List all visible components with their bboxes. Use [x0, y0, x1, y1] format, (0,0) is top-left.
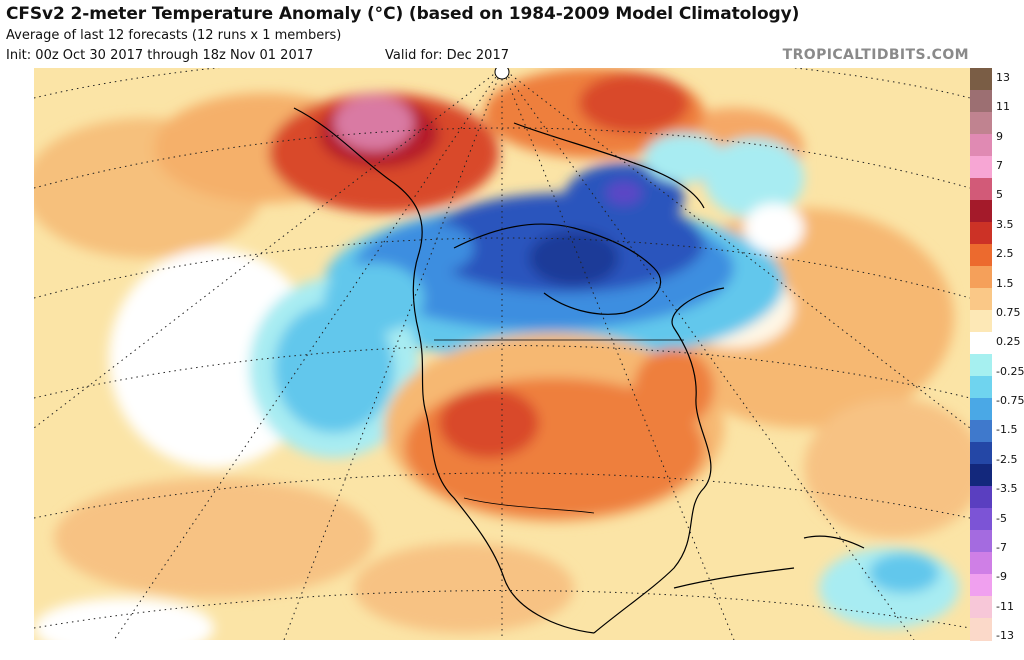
legend-tick-label: 0.25 — [996, 335, 1021, 349]
legend-tick-label: -0.25 — [996, 364, 1024, 378]
legend-swatch — [970, 244, 992, 267]
legend-swatch — [970, 442, 992, 465]
legend-swatch — [970, 68, 992, 91]
legend-swatch — [970, 464, 992, 487]
legend-tick-label: -13 — [996, 629, 1014, 642]
legend-swatch — [970, 178, 992, 201]
legend-swatch — [970, 310, 992, 333]
legend-tick-label: -2.5 — [996, 452, 1018, 466]
legend-swatch — [970, 266, 992, 289]
legend-tick-label: -7 — [996, 540, 1007, 554]
legend-swatch — [970, 112, 992, 135]
legend-swatch — [970, 332, 992, 355]
legend-swatch — [970, 222, 992, 245]
legend-tick-label: 5 — [996, 188, 1003, 202]
coastlines — [293, 107, 865, 634]
legend-swatch — [970, 398, 992, 421]
legend-tick-label: 13 — [996, 71, 1010, 84]
legend-swatch — [970, 552, 992, 575]
legend-swatch — [970, 486, 992, 509]
init-time: Init: 00z Oct 30 2017 through 18z Nov 01… — [6, 48, 314, 63]
color-legend: 13 11 9 7 5 3.5 2.5 1.5 0.75 0.25 -0.25 -0.75 -1.5 -2… — [970, 68, 1024, 642]
legend-tick-label: -3.5 — [996, 482, 1018, 496]
legend-swatch — [970, 508, 992, 531]
legend-swatch — [970, 376, 992, 399]
header: CFSv2 2-meter Temperature Anomaly (°C) (… — [0, 0, 1024, 68]
legend-tick-label: 0.75 — [996, 305, 1021, 319]
anomaly-field — [34, 68, 970, 640]
legend-tick-label: -5 — [996, 511, 1007, 525]
legend-swatch — [970, 618, 992, 641]
legend-swatch — [970, 420, 992, 443]
legend-swatch — [970, 156, 992, 179]
legend-swatch — [970, 530, 992, 553]
legend-tick-label: 2.5 — [996, 247, 1014, 261]
legend-tick-label: 9 — [996, 129, 1003, 143]
legend-swatch — [970, 288, 992, 311]
anomaly-map — [34, 68, 970, 640]
map-title: CFSv2 2-meter Temperature Anomaly (°C) (… — [6, 4, 800, 24]
north-pole-marker — [494, 68, 510, 80]
legend-tick-label: -9 — [996, 570, 1007, 584]
legend-swatch — [970, 574, 992, 597]
legend-swatch — [970, 134, 992, 157]
anomaly-map-svg — [34, 68, 970, 640]
legend-tick-label: -1.5 — [996, 423, 1018, 437]
legend-tick-label: 1.5 — [996, 276, 1014, 290]
legend-swatch — [970, 90, 992, 113]
legend-tick-label: -0.75 — [996, 394, 1024, 408]
legend-swatch — [970, 596, 992, 619]
map-subtitle: Average of last 12 forecasts (12 runs x … — [6, 28, 342, 43]
legend-swatch — [970, 200, 992, 223]
legend-swatch — [970, 354, 992, 377]
legend-tick-label: -11 — [996, 599, 1014, 613]
brand-watermark: TROPICALTIDBITS.COM — [782, 47, 969, 63]
legend-tick-label: 7 — [996, 159, 1003, 173]
valid-time: Valid for: Dec 2017 — [385, 48, 509, 63]
graticule — [34, 68, 970, 640]
legend-tick-label: 3.5 — [996, 217, 1014, 231]
legend-tick-label: 11 — [996, 100, 1010, 114]
